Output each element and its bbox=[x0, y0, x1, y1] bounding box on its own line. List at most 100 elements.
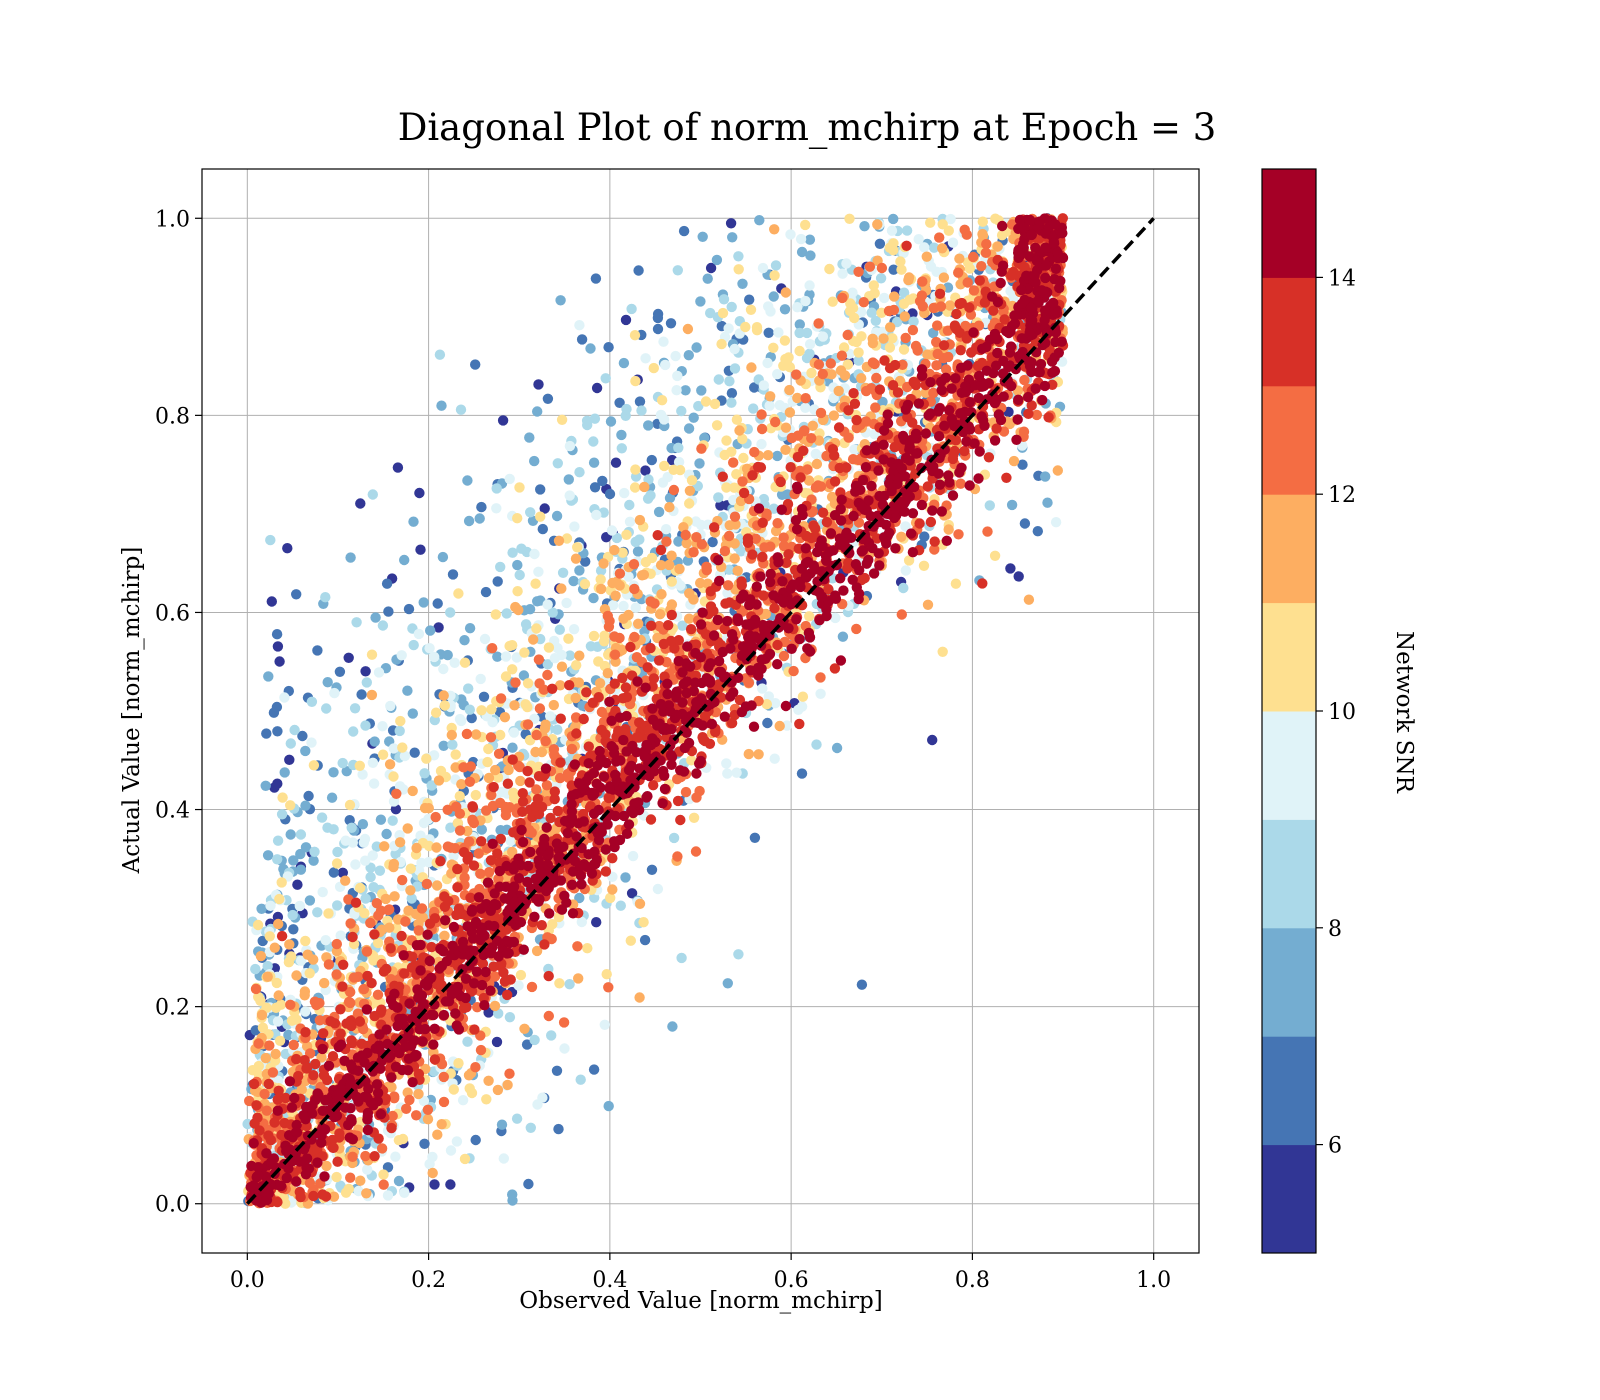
scatter-point bbox=[728, 457, 739, 468]
scatter-point bbox=[959, 445, 970, 457]
scatter-point bbox=[784, 384, 795, 396]
scatter-point bbox=[438, 663, 449, 675]
scatter-point bbox=[385, 700, 396, 712]
scatter-point bbox=[652, 883, 664, 895]
scatter-point bbox=[394, 725, 405, 737]
scatter-point bbox=[399, 554, 410, 566]
scatter-point bbox=[645, 596, 656, 607]
scatter-point bbox=[696, 443, 707, 454]
scatter-point bbox=[314, 997, 325, 1009]
scatter-point bbox=[375, 814, 387, 825]
scatter-point bbox=[372, 989, 384, 1000]
scatter-point bbox=[337, 757, 348, 769]
scatter-point bbox=[531, 784, 542, 795]
scatter-point bbox=[696, 385, 707, 396]
scatter-point bbox=[542, 659, 553, 670]
scatter-point bbox=[470, 1134, 481, 1146]
scatter-point bbox=[1005, 563, 1016, 574]
scatter-point bbox=[673, 536, 684, 547]
scatter-point bbox=[469, 1024, 480, 1035]
scatter-point bbox=[929, 544, 940, 555]
scatter-point bbox=[407, 708, 418, 719]
scatter-point bbox=[542, 669, 553, 681]
scatter-point bbox=[272, 641, 284, 652]
scatter-point bbox=[785, 229, 796, 240]
scatter-point bbox=[478, 691, 490, 702]
scatter-point bbox=[859, 221, 870, 232]
scatter-point bbox=[980, 247, 992, 258]
scatter-point bbox=[328, 767, 339, 778]
scatter-point bbox=[475, 673, 486, 685]
scatter-point bbox=[409, 747, 420, 758]
scatter-point bbox=[334, 1128, 345, 1139]
scatter-point bbox=[737, 476, 748, 487]
scatter-point bbox=[695, 577, 706, 589]
scatter-point bbox=[519, 1023, 530, 1034]
scatter-point bbox=[374, 865, 386, 876]
scatter-point bbox=[327, 1051, 339, 1062]
scatter-point bbox=[922, 481, 933, 492]
scatter-point bbox=[652, 530, 663, 541]
scatter-point bbox=[387, 1110, 398, 1122]
scatter-point bbox=[500, 651, 512, 662]
scatter-point bbox=[723, 530, 735, 542]
scatter-point bbox=[533, 379, 544, 390]
scatter-point bbox=[736, 580, 747, 591]
scatter-point bbox=[919, 531, 930, 542]
scatter-point bbox=[977, 578, 988, 589]
scatter-point bbox=[304, 895, 316, 906]
scatter-point bbox=[977, 230, 989, 241]
scatter-point bbox=[451, 909, 462, 921]
scatter-point bbox=[288, 855, 299, 866]
scatter-point bbox=[636, 405, 647, 416]
scatter-point bbox=[531, 729, 542, 741]
scatter-point bbox=[646, 864, 658, 875]
scatter-point bbox=[955, 345, 966, 356]
scatter-point bbox=[403, 905, 414, 916]
scatter-point bbox=[400, 916, 411, 927]
scatter-point bbox=[361, 677, 372, 688]
scatter-point bbox=[639, 481, 650, 493]
scatter-point bbox=[561, 533, 573, 544]
scatter-point bbox=[491, 483, 502, 494]
scatter-point bbox=[672, 773, 683, 785]
scatter-point bbox=[265, 534, 276, 546]
scatter-point bbox=[504, 640, 515, 652]
scatter-point bbox=[447, 569, 459, 580]
scatter-point bbox=[917, 276, 928, 287]
scatter-point bbox=[749, 446, 760, 458]
scatter-point bbox=[367, 850, 378, 861]
scatter-point bbox=[466, 712, 477, 724]
scatter-point bbox=[600, 866, 612, 877]
scatter-point bbox=[574, 892, 585, 904]
scatter-point bbox=[843, 405, 854, 416]
scatter-point bbox=[480, 586, 492, 598]
scatter-point bbox=[627, 850, 639, 862]
scatter-point bbox=[684, 498, 695, 509]
scatter-point bbox=[354, 882, 366, 894]
scatter-point bbox=[555, 680, 566, 691]
scatter-point bbox=[392, 462, 404, 473]
scatter-point bbox=[558, 1017, 570, 1028]
scatter-point bbox=[756, 423, 768, 435]
scatter-point bbox=[438, 740, 449, 751]
scatter-point bbox=[495, 729, 506, 741]
scatter-point bbox=[568, 575, 579, 587]
scatter-point bbox=[545, 711, 556, 722]
scatter-point bbox=[700, 629, 712, 640]
scatter-point bbox=[320, 935, 331, 946]
scatter-point bbox=[634, 992, 645, 1003]
scatter-point bbox=[665, 318, 677, 329]
scatter-point bbox=[762, 450, 774, 461]
scatter-point bbox=[633, 265, 644, 276]
scatter-point bbox=[285, 999, 296, 1010]
scatter-point bbox=[388, 771, 399, 782]
scatter-point bbox=[947, 237, 959, 248]
scatter-point bbox=[745, 304, 757, 315]
scatter-point bbox=[331, 938, 342, 950]
scatter-point bbox=[346, 822, 357, 833]
scatter-point bbox=[721, 482, 732, 493]
scatter-point bbox=[831, 742, 843, 754]
scatter-point bbox=[557, 567, 569, 578]
scatter-point bbox=[867, 338, 879, 349]
